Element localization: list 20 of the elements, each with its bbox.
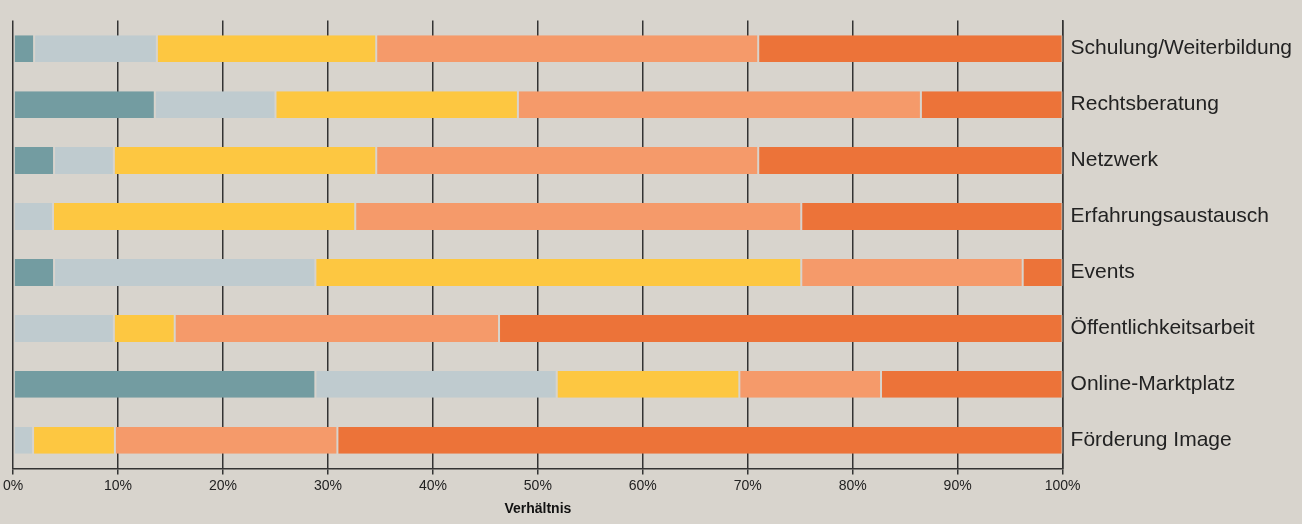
y-tick-label: Öffentlichkeitsarbeit <box>1070 315 1255 339</box>
x-tick-label: 30% <box>313 476 342 493</box>
x-tick-label: 10% <box>104 476 133 493</box>
x-tick-label: 60% <box>628 476 657 493</box>
x-tick-label: 50% <box>523 476 552 493</box>
y-tick-label: Förderung Image <box>1070 427 1232 451</box>
y-tick-label: Netzwerk <box>1070 147 1159 171</box>
y-tick-label: Online-Marktplatz <box>1070 371 1236 395</box>
x-tick-label: 20% <box>208 476 238 493</box>
y-tick-label: Events <box>1070 259 1135 283</box>
y-tick-label: Rechtsberatung <box>1070 91 1219 115</box>
x-axis-title: Verhältnis <box>504 500 572 517</box>
x-tick-label: 90% <box>943 476 972 493</box>
y-tick-label: Erfahrungsaustausch <box>1070 203 1270 227</box>
x-tick-label: 40% <box>418 476 447 493</box>
x-tick-label: 70% <box>733 476 762 493</box>
y-tick-label: Schulung/Weiterbildung <box>1070 35 1293 59</box>
x-tick-label: 80% <box>838 476 867 493</box>
x-tick-label: 100% <box>1044 476 1081 493</box>
x-tick-label: 0% <box>3 476 24 493</box>
